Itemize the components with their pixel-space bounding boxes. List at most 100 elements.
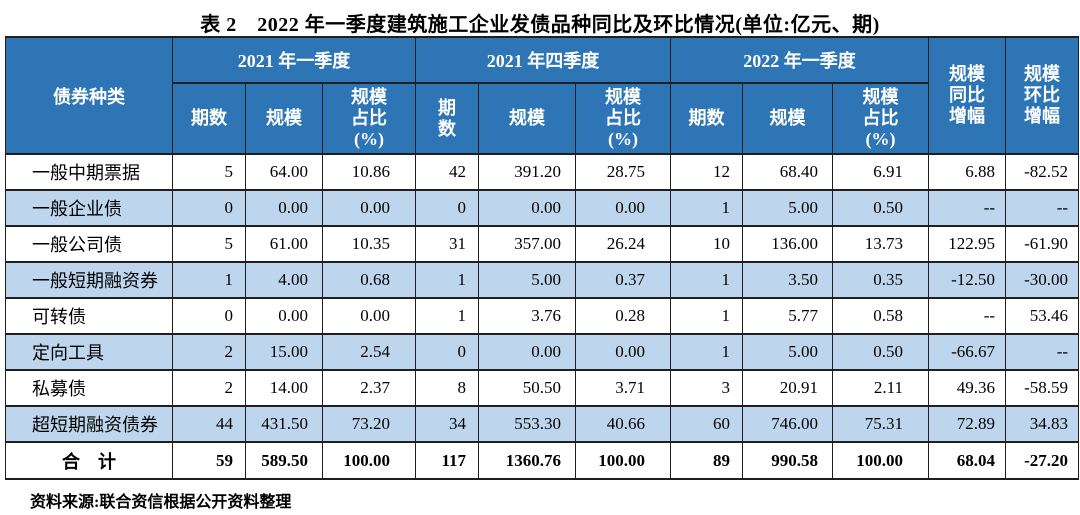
table-cell: 0.35 bbox=[832, 261, 930, 299]
table-cell: 73.20 bbox=[321, 405, 417, 443]
table-cell: 3.50 bbox=[742, 261, 834, 299]
table-cell: 12 bbox=[670, 153, 744, 191]
group-header-2022-q1: 2022 年一季度 bbox=[670, 36, 930, 84]
table-row: 一般企业债 0 0.00 0.00 0 0.00 0.00 1 5.00 0.5… bbox=[5, 189, 1080, 227]
sub-header-q4-2021-scale: 规模 bbox=[478, 82, 577, 155]
sub-header-q1-2021-share: 规模 占比 (%) bbox=[321, 82, 417, 155]
sub-header-q4-2021-count: 期 数 bbox=[415, 82, 480, 155]
table-cell: 8 bbox=[415, 369, 480, 407]
table-cell: 5.00 bbox=[742, 189, 834, 227]
table-cell: 68.40 bbox=[742, 153, 834, 191]
table-cell: -- bbox=[928, 189, 1007, 227]
row-label: 私募债 bbox=[5, 369, 173, 407]
table-cell: 31 bbox=[415, 225, 480, 263]
table-cell: 15.00 bbox=[245, 333, 323, 371]
table-cell: 1 bbox=[172, 261, 246, 299]
table-cell: 40.66 bbox=[575, 405, 672, 443]
table-cell: 10 bbox=[670, 225, 744, 263]
sub-header-row: 期数 规模 规模 占比 (%) 期 数 规模 规模 占比 (%) 期数 规模 规… bbox=[6, 82, 1079, 155]
table-cell: -82.52 bbox=[1005, 153, 1080, 191]
table-cell: 5 bbox=[172, 153, 246, 191]
table-cell: 75.31 bbox=[832, 405, 930, 443]
table-cell: 5 bbox=[172, 225, 246, 263]
table-row: 一般公司债 5 61.00 10.35 31 357.00 26.24 10 1… bbox=[5, 225, 1080, 263]
table-cell: 0 bbox=[172, 297, 246, 335]
table-cell: 0.28 bbox=[575, 297, 672, 335]
table-cell: -27.20 bbox=[1005, 441, 1080, 480]
bond-issuance-table: 债券种类 2021 年一季度 2021 年四季度 2022 年一季度 规模 同比… bbox=[5, 36, 1080, 480]
table-cell: 0.50 bbox=[832, 333, 930, 371]
table-cell: 0.50 bbox=[832, 189, 930, 227]
table-cell: 13.73 bbox=[832, 225, 930, 263]
table-cell: 44 bbox=[172, 405, 246, 443]
table-cell: 122.95 bbox=[928, 225, 1007, 263]
table-cell: 117 bbox=[415, 441, 480, 480]
sub-header-q4-2021-share: 规模 占比 (%) bbox=[575, 82, 672, 155]
table-cell: 3 bbox=[670, 369, 744, 407]
table-cell: -12.50 bbox=[928, 261, 1007, 299]
table-cell: 5.00 bbox=[742, 333, 834, 371]
table-cell: 10.86 bbox=[321, 153, 417, 191]
table-cell: 431.50 bbox=[245, 405, 323, 443]
table-cell: 0.58 bbox=[832, 297, 930, 335]
table-cell: 59 bbox=[172, 441, 246, 480]
table-cell: 2.37 bbox=[321, 369, 417, 407]
table-cell: -61.90 bbox=[1005, 225, 1080, 263]
table-row: 私募债 2 14.00 2.37 8 50.50 3.71 3 20.91 2.… bbox=[5, 369, 1080, 407]
total-row: 合 计 59 589.50 100.00 117 1360.76 100.00 … bbox=[5, 441, 1080, 480]
group-header-row: 债券种类 2021 年一季度 2021 年四季度 2022 年一季度 规模 同比… bbox=[5, 36, 1080, 155]
sub-header-q1-2021-count: 期数 bbox=[172, 82, 246, 155]
table-cell: 0.37 bbox=[575, 261, 672, 299]
row-label: 一般企业债 bbox=[5, 189, 173, 227]
table-cell: 34 bbox=[415, 405, 480, 443]
table-cell: 0.00 bbox=[245, 297, 323, 335]
table-cell: 49.36 bbox=[928, 369, 1007, 407]
table-cell: 6.88 bbox=[928, 153, 1007, 191]
table-cell: 990.58 bbox=[742, 441, 834, 480]
table-cell: 26.24 bbox=[575, 225, 672, 263]
table-cell: 391.20 bbox=[478, 153, 577, 191]
table-cell: 3.71 bbox=[575, 369, 672, 407]
table-cell: 72.89 bbox=[928, 405, 1007, 443]
table-cell: 1360.76 bbox=[478, 441, 577, 480]
table-cell: 100.00 bbox=[321, 441, 417, 480]
sub-header-q1-2022-count: 期数 bbox=[670, 82, 744, 155]
row-label: 定向工具 bbox=[5, 333, 173, 371]
table-cell: 61.00 bbox=[245, 225, 323, 263]
table-cell: 0.00 bbox=[575, 333, 672, 371]
table-cell: -58.59 bbox=[1005, 369, 1080, 407]
table-cell: 0.00 bbox=[575, 189, 672, 227]
table-cell: -- bbox=[928, 297, 1007, 335]
table-cell: 1 bbox=[670, 297, 744, 335]
table-cell: -30.00 bbox=[1005, 261, 1080, 299]
table-cell: 1 bbox=[415, 297, 480, 335]
table-cell: 5.77 bbox=[742, 297, 834, 335]
table-cell: 2 bbox=[172, 369, 246, 407]
table-cell: 50.50 bbox=[478, 369, 577, 407]
table-cell: 89 bbox=[670, 441, 744, 480]
table-row: 可转债 0 0.00 0.00 1 3.76 0.28 1 5.77 0.58 … bbox=[5, 297, 1080, 335]
table-cell: 14.00 bbox=[245, 369, 323, 407]
row-label: 一般公司债 bbox=[5, 225, 173, 263]
table-cell: 746.00 bbox=[742, 405, 834, 443]
table-cell: 34.83 bbox=[1005, 405, 1080, 443]
table-cell: 20.91 bbox=[742, 369, 834, 407]
table-cell: -- bbox=[1005, 189, 1080, 227]
table-cell: 60 bbox=[670, 405, 744, 443]
row-label: 一般短期融资券 bbox=[5, 261, 173, 299]
table-row: 一般短期融资券 1 4.00 0.68 1 5.00 0.37 1 3.50 0… bbox=[5, 261, 1080, 299]
table-cell: -66.67 bbox=[928, 333, 1007, 371]
table-cell: 0.00 bbox=[478, 333, 577, 371]
table-row: 定向工具 2 15.00 2.54 0 0.00 0.00 1 5.00 0.5… bbox=[5, 333, 1080, 371]
row-label: 超短期融资债券 bbox=[5, 405, 173, 443]
col-header-qoq-growth: 规模 环比 增幅 bbox=[1005, 36, 1080, 155]
table-cell: 0.00 bbox=[321, 189, 417, 227]
table-cell: 0 bbox=[415, 333, 480, 371]
table-cell: 1 bbox=[415, 261, 480, 299]
table-cell: -- bbox=[1005, 333, 1080, 371]
table-cell: 0.68 bbox=[321, 261, 417, 299]
table-cell: 3.76 bbox=[478, 297, 577, 335]
table-cell: 28.75 bbox=[575, 153, 672, 191]
table-cell: 0.00 bbox=[321, 297, 417, 335]
